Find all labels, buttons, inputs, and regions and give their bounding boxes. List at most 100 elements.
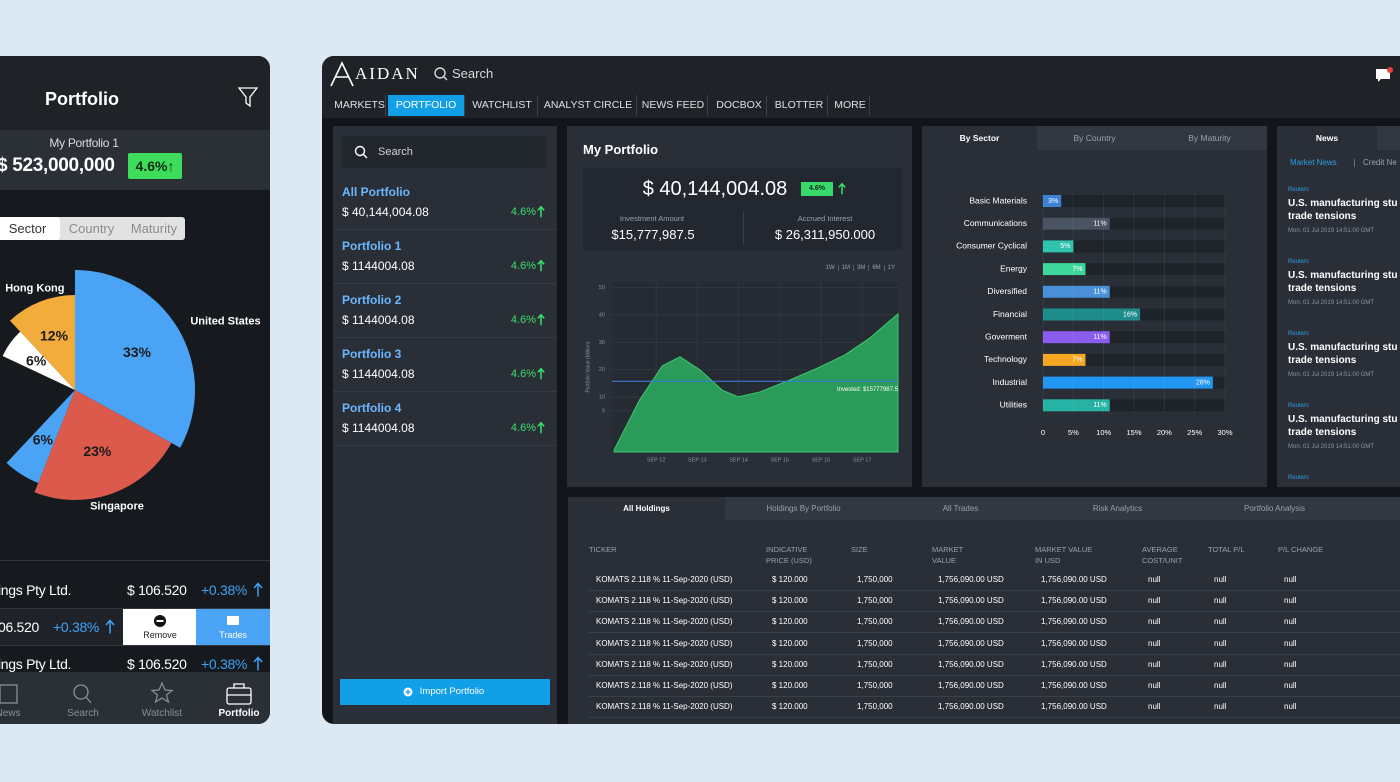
news-date: Mon, 01 Jul 2019 14:51:00 GMT [1288,300,1375,306]
nav-label[interactable]: Search [67,708,99,719]
table-cell: $ 120.000 [772,681,808,690]
accrued-value: $ 26,311,950.000 [774,227,876,242]
range-button[interactable]: 1Y [883,265,898,271]
table-cell: 1,756,090.00 USD [938,575,1004,584]
news-title[interactable]: trade tensions [1288,427,1357,438]
table-cell: 1,750,000 [857,659,893,669]
nav-label[interactable]: Watchlist [141,708,183,719]
table-cell: 1,750,000 [857,596,893,606]
sector-tab[interactable]: By Sector [922,126,1037,150]
portfolio-change: 4.6% [510,368,536,380]
table-cell: null [1148,617,1161,627]
news-title[interactable]: U.S. manufacturing stu [1288,414,1398,425]
news-source: Reuters [1288,187,1310,193]
sidebar-search-text: Search [378,146,413,158]
pie-slice [2,331,75,390]
trades-button[interactable] [196,609,270,645]
segment-tab[interactable]: Maturity [130,221,178,236]
news-tab[interactable]: News [1315,133,1339,143]
portfolio-total: $ 40,144,004.08 [642,178,788,200]
table-cell: 1,756,090.00 USD [1041,638,1107,648]
table-cell: null [1284,575,1297,584]
table-cell: 1,756,090.00 USD [1041,617,1107,627]
import-label: Import Portfolio [419,686,485,697]
holdings-tab[interactable]: All Holdings [568,497,725,520]
sidebar-search[interactable] [342,136,547,168]
news-title[interactable]: trade tensions [1288,283,1357,294]
table-cell: $ 120.000 [772,596,808,606]
row-divider [589,674,1400,676]
news-title[interactable]: U.S. manufacturing stu [1288,270,1398,281]
range-button[interactable]: 1M [837,265,853,271]
table-cell: 1,756,090.00 USD [938,638,1004,648]
news-title[interactable]: trade tensions [1288,211,1357,222]
holding-price: $ 106.520 [127,582,187,598]
menu-item[interactable]: BLOTTER [771,95,828,116]
row-divider [589,611,1400,613]
table-cell: null [1148,659,1161,669]
news-title[interactable]: trade tensions [1288,355,1357,366]
range-button[interactable]: 6M [868,265,884,271]
table-cell: 1,750,000 [857,681,893,690]
news-source: Reuters [1288,403,1310,409]
item-divider [333,229,557,230]
change-badge: 4.6%↑ [128,153,182,179]
nav-label[interactable]: Portfolio [218,708,260,719]
column-header: VALUE [932,556,957,565]
menu-item[interactable]: DOCBOX [712,95,767,116]
news-date: Mon, 01 Jul 2019 14:51:00 GMT [1288,228,1375,234]
holdings-tab[interactable]: Holdings By Portfolio [766,504,841,513]
portfolio-change: 4.6% [510,422,536,434]
menu-bar [322,93,1400,118]
news-filter[interactable]: Credit Ne [1363,158,1397,167]
segment-tab[interactable]: Sector [0,217,60,240]
sector-panel [922,126,1267,487]
portfolio-name: Portfolio 3 [342,347,402,361]
table-cell: null [1214,659,1227,669]
menu-item[interactable]: PORTFOLIO [388,95,465,116]
table-cell: null [1284,702,1297,712]
table-cell: null [1214,638,1227,648]
holdings-tab[interactable]: Portfolio Analysis [1244,504,1305,513]
portfolio-name: Portfolio 4 [342,401,402,415]
menu-item[interactable]: WATCHLIST [467,95,538,116]
slice-value-label: 12% [40,328,69,344]
range-button[interactable]: 3M [852,265,869,271]
news-tab[interactable] [1377,126,1400,150]
menu-item[interactable]: ANALYST CIRCLE [540,95,637,116]
table-cell: 1,756,090.00 USD [938,659,1004,669]
menu-item[interactable]: MARKETS [334,95,386,116]
pie-slice [6,390,76,483]
holdings-tab[interactable]: Risk Analytics [1092,504,1143,513]
slice-value-label: 6% [33,431,54,447]
table-cell: 1,750,000 [857,702,893,712]
segment-tab[interactable]: Country [68,221,115,236]
sector-tab[interactable]: By Maturity [1152,126,1267,150]
portfolio-name: My Portfolio 1 [49,136,119,150]
holding-name: ings Pty Ltd. [0,582,72,598]
news-filter[interactable]: Market News [1290,158,1337,167]
news-title[interactable]: U.S. manufacturing stu [1288,342,1398,353]
import-button[interactable] [340,679,550,705]
table-cell: KOMATS 2.118 % 11-Sep-2020 (USD) [596,659,733,669]
menu-item[interactable]: NEWS FEED [639,95,708,116]
top-search[interactable]: Search [452,66,494,81]
table-cell: null [1148,596,1161,606]
table-cell: KOMATS 2.118 % 11-Sep-2020 (USD) [596,681,733,690]
table-cell: KOMATS 2.118 % 11-Sep-2020 (USD) [596,617,733,627]
column-header: COST/UNIT [1142,556,1183,565]
holding-change: +0.38% [201,582,248,598]
news-title[interactable]: U.S. manufacturing stu [1288,198,1398,209]
row-divider [589,632,1400,634]
table-cell: 1,750,000 [857,638,893,648]
nav-label[interactable]: News [0,708,21,719]
column-header: INDICATIVE [766,545,808,554]
range-button[interactable]: 1W [825,265,835,271]
summary-box [583,168,902,250]
holdings-tab[interactable]: All Trades [942,504,979,513]
menu-item[interactable]: MORE [831,95,870,116]
portfolio-value: $ 1144004.08 [342,421,415,435]
table-cell: KOMATS 2.118 % 11-Sep-2020 (USD) [596,575,733,584]
sector-tab[interactable]: By Country [1037,126,1152,150]
column-header: PRICE (USD) [766,556,812,565]
